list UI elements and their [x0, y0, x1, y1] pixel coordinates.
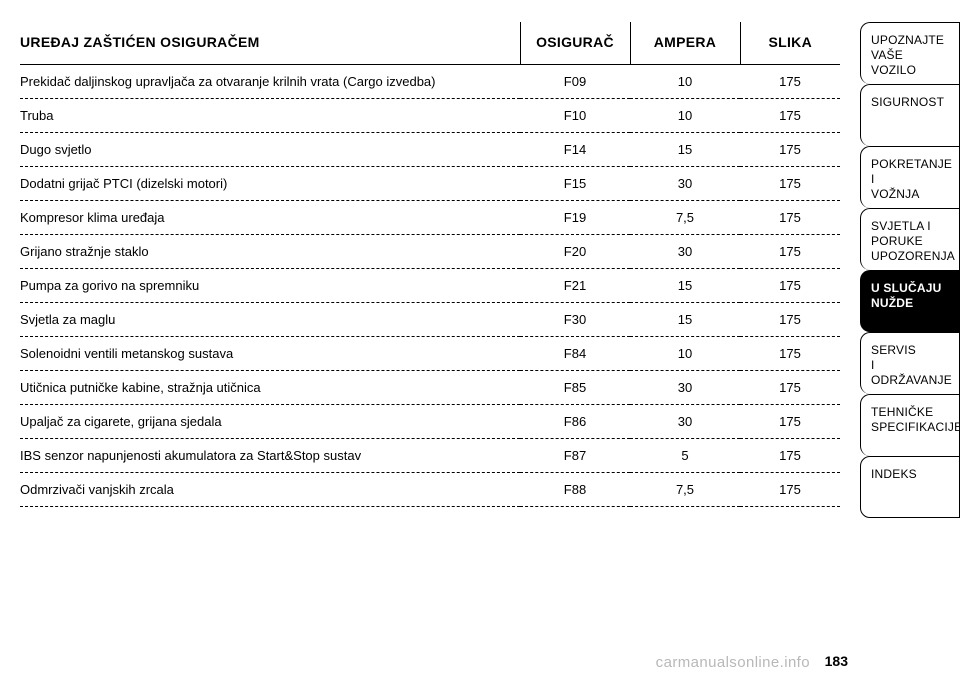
cell-fuse: F86 — [520, 405, 630, 439]
table-row: Pumpa za gorivo na spremnikuF2115175 — [20, 269, 840, 303]
cell-fig: 175 — [740, 439, 840, 473]
sidebar-tab[interactable]: SIGURNOST — [860, 84, 960, 146]
cell-device: Solenoidni ventili metanskog sustava — [20, 337, 520, 371]
sidebar-tab[interactable]: UPOZNAJTE VAŠE VOZILO — [860, 22, 960, 84]
table-row: Upaljač za cigarete, grijana sjedalaF863… — [20, 405, 840, 439]
header-fig: SLIKA — [740, 22, 840, 65]
cell-fuse: F10 — [520, 99, 630, 133]
cell-fuse: F09 — [520, 65, 630, 99]
sidebar-tab[interactable]: INDEKS — [860, 456, 960, 518]
cell-fuse: F19 — [520, 201, 630, 235]
cell-device: Dugo svjetlo — [20, 133, 520, 167]
sidebar-tab[interactable]: U SLUČAJU NUŽDE — [860, 270, 960, 332]
cell-fig: 175 — [740, 99, 840, 133]
table-row: Dugo svjetloF1415175 — [20, 133, 840, 167]
sidebar-tab-label: U SLUČAJU NUŽDE — [871, 281, 941, 311]
sidebar-tab[interactable]: POKRETANJE I VOŽNJA — [860, 146, 960, 208]
cell-fig: 175 — [740, 133, 840, 167]
cell-device: Utičnica putničke kabine, stražnja utičn… — [20, 371, 520, 405]
table-row: Kompresor klima uređajaF197,5175 — [20, 201, 840, 235]
cell-device: Dodatni grijač PTCI (dizelski motori) — [20, 167, 520, 201]
table-body: Prekidač daljinskog upravljača za otvara… — [20, 65, 840, 507]
cell-device: Pumpa za gorivo na spremniku — [20, 269, 520, 303]
table-row: Odmrzivači vanjskih zrcalaF887,5175 — [20, 473, 840, 507]
cell-amp: 30 — [630, 371, 740, 405]
cell-amp: 15 — [630, 303, 740, 337]
cell-amp: 15 — [630, 133, 740, 167]
table-row: Solenoidni ventili metanskog sustavaF841… — [20, 337, 840, 371]
table-row: IBS senzor napunjenosti akumulatora za S… — [20, 439, 840, 473]
cell-fuse: F88 — [520, 473, 630, 507]
cell-fuse: F30 — [520, 303, 630, 337]
cell-fig: 175 — [740, 405, 840, 439]
sidebar-tab-label: POKRETANJE I VOŽNJA — [871, 157, 952, 202]
cell-fuse: F20 — [520, 235, 630, 269]
table-row: TrubaF1010175 — [20, 99, 840, 133]
cell-fig: 175 — [740, 303, 840, 337]
cell-fuse: F84 — [520, 337, 630, 371]
page-number: 183 — [825, 653, 848, 669]
cell-fig: 175 — [740, 473, 840, 507]
sidebar-tab-label: UPOZNAJTE VAŠE VOZILO — [871, 33, 944, 78]
watermark: carmanualsonline.info — [656, 654, 810, 671]
table-row: Utičnica putničke kabine, stražnja utičn… — [20, 371, 840, 405]
cell-amp: 5 — [630, 439, 740, 473]
cell-amp: 10 — [630, 65, 740, 99]
table-row: Prekidač daljinskog upravljača za otvara… — [20, 65, 840, 99]
cell-amp: 10 — [630, 99, 740, 133]
sidebar-tab-label: SVJETLA I PORUKE UPOZORENJA — [871, 219, 955, 264]
sidebar-tab-label: SIGURNOST — [871, 95, 944, 110]
cell-device: Truba — [20, 99, 520, 133]
sidebar-tab[interactable]: TEHNIČKE SPECIFIKACIJE — [860, 394, 960, 456]
table-row: Grijano stražnje stakloF2030175 — [20, 235, 840, 269]
cell-fig: 175 — [740, 337, 840, 371]
fuse-table: UREĐAJ ZAŠTIĆEN OSIGURAČEM OSIGURAČ AMPE… — [20, 22, 840, 507]
cell-fig: 175 — [740, 371, 840, 405]
table-row: Dodatni grijač PTCI (dizelski motori)F15… — [20, 167, 840, 201]
cell-fuse: F14 — [520, 133, 630, 167]
sidebar-tab[interactable]: SERVIS I ODRŽAVANJE — [860, 332, 960, 394]
cell-device: Upaljač za cigarete, grijana sjedala — [20, 405, 520, 439]
cell-amp: 7,5 — [630, 201, 740, 235]
cell-fuse: F15 — [520, 167, 630, 201]
header-fuse: OSIGURAČ — [520, 22, 630, 65]
cell-fuse: F87 — [520, 439, 630, 473]
cell-device: Kompresor klima uređaja — [20, 201, 520, 235]
cell-amp: 10 — [630, 337, 740, 371]
cell-fuse: F85 — [520, 371, 630, 405]
header-device: UREĐAJ ZAŠTIĆEN OSIGURAČEM — [20, 22, 520, 65]
cell-fig: 175 — [740, 235, 840, 269]
cell-device: IBS senzor napunjenosti akumulatora za S… — [20, 439, 520, 473]
cell-fig: 175 — [740, 167, 840, 201]
cell-fig: 175 — [740, 201, 840, 235]
cell-amp: 30 — [630, 235, 740, 269]
sidebar-tab-label: TEHNIČKE SPECIFIKACIJE — [871, 405, 960, 435]
cell-device: Prekidač daljinskog upravljača za otvara… — [20, 65, 520, 99]
sidebar-tabs: UPOZNAJTE VAŠE VOZILO SIGURNOST POKRETANJE… — [860, 22, 960, 518]
cell-device: Odmrzivači vanjskih zrcala — [20, 473, 520, 507]
sidebar-tab[interactable]: SVJETLA I PORUKE UPOZORENJA — [860, 208, 960, 270]
cell-amp: 30 — [630, 167, 740, 201]
cell-amp: 30 — [630, 405, 740, 439]
cell-fig: 175 — [740, 65, 840, 99]
header-amp: AMPERA — [630, 22, 740, 65]
fuse-table-container: UREĐAJ ZAŠTIĆEN OSIGURAČEM OSIGURAČ AMPE… — [20, 22, 840, 507]
table-header-row: UREĐAJ ZAŠTIĆEN OSIGURAČEM OSIGURAČ AMPE… — [20, 22, 840, 65]
table-row: Svjetla za magluF3015175 — [20, 303, 840, 337]
cell-fig: 175 — [740, 269, 840, 303]
cell-amp: 15 — [630, 269, 740, 303]
cell-device: Svjetla za maglu — [20, 303, 520, 337]
sidebar-tab-label: SERVIS I ODRŽAVANJE — [871, 343, 952, 388]
cell-fuse: F21 — [520, 269, 630, 303]
cell-device: Grijano stražnje staklo — [20, 235, 520, 269]
sidebar-tab-label: INDEKS — [871, 467, 917, 482]
cell-amp: 7,5 — [630, 473, 740, 507]
